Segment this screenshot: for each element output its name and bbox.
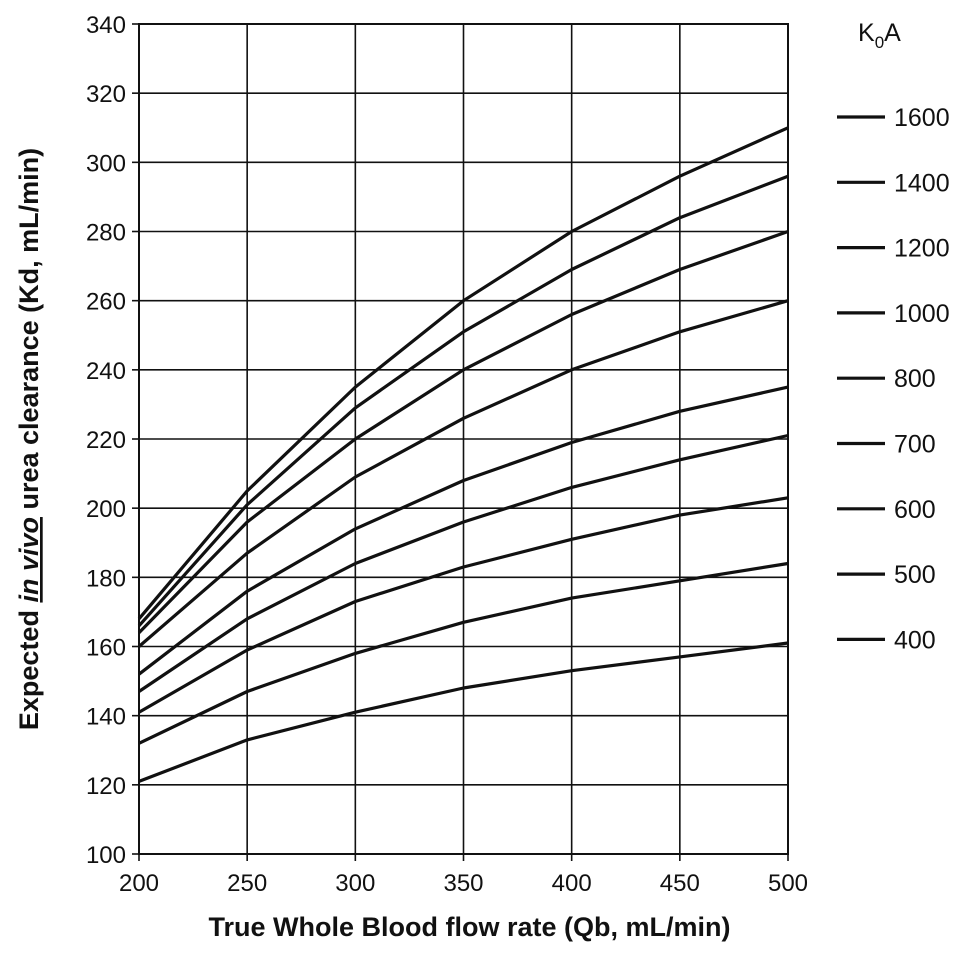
y-tick-label: 340	[86, 12, 126, 39]
x-tick-label: 500	[768, 870, 808, 897]
legend-label-400: 400	[894, 626, 936, 654]
y-axis-title: Expected in vivo urea clearance (Kd, mL/…	[14, 148, 44, 730]
legend-title-a: A	[884, 19, 901, 47]
x-tick-label: 400	[552, 870, 592, 897]
x-tick-label: 200	[119, 870, 159, 897]
y-tick-label: 100	[86, 842, 126, 869]
legend-label-1000: 1000	[894, 300, 950, 328]
x-axis-ticks: 200 250 300 350 400 450 500	[119, 854, 808, 897]
x-tick-label: 450	[660, 870, 700, 897]
x-tick-label: 350	[443, 870, 483, 897]
legend: 1600 1400 1200 1000 800 700 600 500 400	[837, 104, 950, 654]
legend-label-1200: 1200	[894, 235, 950, 263]
legend-label-500: 500	[894, 561, 936, 589]
series-line-800	[138, 385, 789, 676]
y-tick-label: 280	[86, 220, 126, 247]
series-line-600	[138, 496, 789, 714]
legend-label-1600: 1600	[894, 104, 950, 132]
series-line-1000	[137, 299, 789, 648]
y-axis-title-suffix: urea clearance (Kd, mL/min)	[14, 148, 44, 517]
legend-label-600: 600	[894, 496, 936, 524]
y-tick-label: 180	[86, 565, 126, 592]
legend-label-1400: 1400	[894, 169, 950, 197]
legend-title-subscript: 0	[875, 33, 884, 52]
y-axis-ticks: 100 120 140 160 180 200 220 240 260 280 300 320 340	[86, 12, 139, 869]
legend-label-700: 700	[894, 431, 936, 459]
y-axis-title-italic: in vivo	[14, 517, 44, 603]
y-tick-label: 160	[86, 635, 126, 662]
y-tick-label: 120	[86, 773, 126, 800]
series-line-1200	[137, 229, 789, 634]
y-tick-label: 220	[86, 427, 126, 454]
legend-title-k: K	[858, 19, 875, 47]
legend-title: K0A	[858, 19, 901, 52]
series-line-1400	[137, 174, 789, 627]
series-lines	[137, 126, 789, 783]
y-tick-label: 200	[86, 496, 126, 523]
y-tick-label: 300	[86, 150, 126, 177]
y-tick-label: 240	[86, 358, 126, 385]
series-line-1600	[137, 126, 789, 620]
x-tick-label: 250	[227, 870, 267, 897]
x-tick-label: 300	[335, 870, 375, 897]
series-line-700	[138, 433, 789, 693]
y-axis-title-prefix: Expected	[14, 603, 44, 731]
x-axis-title: True Whole Blood flow rate (Qb, mL/min)	[209, 912, 731, 942]
y-tick-label: 140	[86, 704, 126, 731]
series-line-500	[138, 561, 789, 745]
y-tick-label: 320	[86, 81, 126, 108]
grid-lines	[138, 23, 789, 855]
legend-label-800: 800	[894, 365, 936, 393]
y-tick-label: 260	[86, 289, 126, 316]
series-line-400	[138, 641, 789, 783]
